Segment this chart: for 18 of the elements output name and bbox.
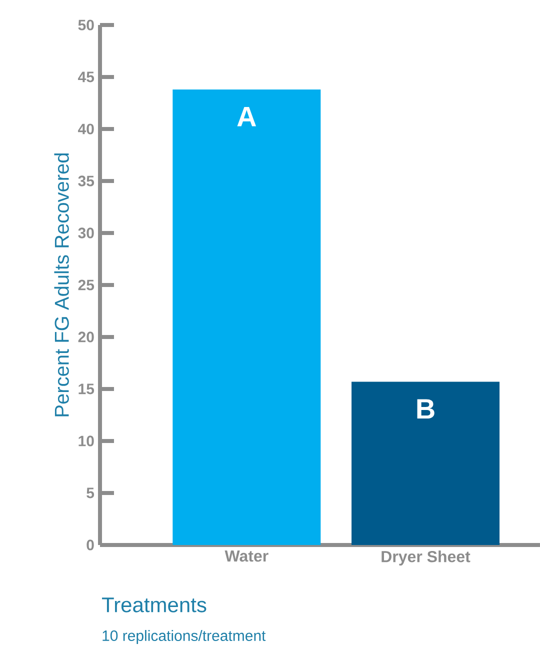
x-tick-label: Water <box>224 550 268 562</box>
y-tick-label: 40 <box>78 124 94 134</box>
y-tick-label: 20 <box>78 332 94 342</box>
annotation: A <box>237 107 256 126</box>
y-tick-label: 0 <box>86 540 94 550</box>
y-tick-label: 5 <box>86 488 94 498</box>
y-tick-label: 35 <box>78 176 94 186</box>
x-tick-label: Dryer Sheet <box>382 550 470 566</box>
y-tick-label: 45 <box>78 72 94 82</box>
text: 10 replications/treatment <box>102 630 266 644</box>
y-tick-label: 30 <box>78 228 94 238</box>
y-axis-title: Percent FG Adults Recovered <box>54 153 69 416</box>
y-tick-label: 10 <box>78 436 94 446</box>
y-tick-label: 25 <box>78 280 94 290</box>
x-axis-title: Treatments <box>102 598 206 612</box>
y-tick-label: 15 <box>78 384 94 394</box>
y-tick-label: 50 <box>78 20 94 30</box>
annotation: B <box>417 399 434 419</box>
